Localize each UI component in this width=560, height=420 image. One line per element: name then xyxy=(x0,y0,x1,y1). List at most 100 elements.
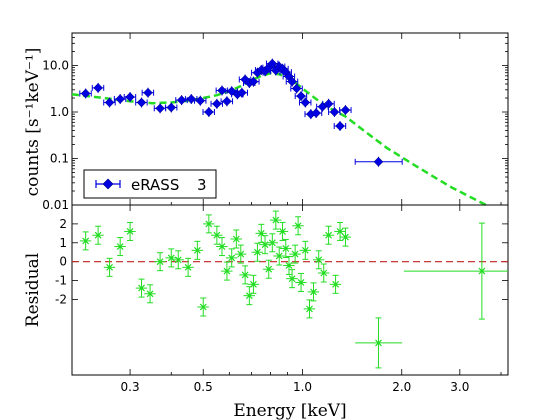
data-point xyxy=(175,95,188,106)
data-marker xyxy=(373,156,384,167)
residual-point xyxy=(79,231,92,251)
data-marker xyxy=(155,103,165,114)
residual-point xyxy=(172,250,184,270)
residual-point xyxy=(269,210,282,230)
residual-marker xyxy=(306,305,313,313)
spectrum-panel: 10.0 1.0 0.1 0.01 xyxy=(42,32,509,212)
residual-point xyxy=(202,214,215,234)
data-marker xyxy=(166,102,177,113)
residual-marker xyxy=(320,269,328,277)
residual-point xyxy=(317,263,330,283)
data-marker xyxy=(340,105,351,115)
data-point xyxy=(135,97,148,108)
residual-point xyxy=(307,282,320,302)
y-tick-label: 0.1 xyxy=(50,152,69,166)
y-tick-label: 0.01 xyxy=(42,198,69,212)
legend-number: 3 xyxy=(197,176,207,194)
data-marker xyxy=(186,94,197,104)
data-marker xyxy=(296,91,306,101)
residual-marker xyxy=(291,250,299,258)
residual-marker xyxy=(325,231,333,239)
data-point xyxy=(153,103,167,114)
data-marker xyxy=(176,95,187,105)
residual-point xyxy=(259,235,271,255)
data-marker xyxy=(329,107,340,117)
residual-marker xyxy=(94,231,102,239)
residual-marker xyxy=(174,256,182,264)
data-marker xyxy=(222,96,232,107)
residual-point xyxy=(92,225,104,245)
residual-point xyxy=(211,225,223,245)
data-point xyxy=(141,87,155,98)
residual-point xyxy=(251,242,264,262)
data-marker xyxy=(311,108,321,118)
residual-marker xyxy=(146,290,154,298)
residual-point xyxy=(273,246,285,266)
data-marker xyxy=(248,76,259,87)
residual-point xyxy=(114,237,126,257)
data-point xyxy=(298,97,312,108)
residual-y-tick-label: 0 xyxy=(59,255,67,269)
residual-point xyxy=(191,240,203,260)
residual-point xyxy=(234,244,247,264)
legend: eRASS 3 xyxy=(83,169,217,199)
residual-marker xyxy=(288,275,296,283)
residual-marker xyxy=(275,252,283,260)
legend-marker xyxy=(102,178,114,190)
residual-marker xyxy=(478,267,486,275)
residual-marker xyxy=(250,280,257,288)
residual-point xyxy=(299,240,311,260)
residual-point xyxy=(355,317,403,369)
data-point xyxy=(220,96,234,107)
data-marker xyxy=(93,83,103,93)
data-point xyxy=(354,156,403,167)
residual-y-tick-label: -2 xyxy=(55,292,67,306)
residual-marker xyxy=(332,280,340,288)
residual-marker xyxy=(193,246,201,254)
residual-marker xyxy=(297,279,305,286)
residual-marker xyxy=(285,262,293,269)
y-axis-label-counts: counts [s⁻¹keV⁻¹] xyxy=(23,48,43,197)
data-marker xyxy=(240,74,250,85)
data-marker xyxy=(125,92,135,102)
data-point xyxy=(285,76,299,87)
residual-point xyxy=(262,259,275,279)
data-marker xyxy=(291,83,302,94)
residual-point xyxy=(289,244,301,264)
residual-point xyxy=(339,227,352,247)
residual-marker xyxy=(82,237,90,245)
residual-point xyxy=(255,223,267,243)
data-marker xyxy=(136,97,147,108)
residual-marker xyxy=(237,250,245,258)
residual-point xyxy=(295,272,307,292)
residual-marker xyxy=(294,222,302,230)
residual-point xyxy=(221,261,233,281)
data-point xyxy=(193,95,207,106)
data-marker xyxy=(335,121,345,131)
residual-marker xyxy=(156,258,164,266)
residual-point xyxy=(266,233,278,253)
data-marker xyxy=(267,58,278,69)
residual-point xyxy=(303,299,316,319)
residual-point xyxy=(197,297,209,317)
data-point xyxy=(123,92,137,103)
data-point xyxy=(210,98,223,109)
data-point xyxy=(290,83,303,94)
residual-point xyxy=(182,257,194,277)
residual-point xyxy=(312,250,325,270)
residual-point xyxy=(329,274,342,294)
residual-y-tick-label: 1 xyxy=(59,236,67,250)
residual-marker xyxy=(253,248,261,256)
residual-marker xyxy=(205,220,213,228)
residual-point xyxy=(292,216,304,236)
legend-label: eRASS xyxy=(131,176,179,194)
data-point xyxy=(328,107,341,118)
residual-point xyxy=(322,225,335,245)
residual-point xyxy=(334,221,346,241)
data-marker xyxy=(212,98,222,109)
residual-marker xyxy=(310,288,317,296)
residual-frame xyxy=(71,204,509,376)
x-tick-label: 2.0 xyxy=(392,380,411,394)
residual-marker xyxy=(375,339,382,347)
residual-marker xyxy=(138,284,145,292)
